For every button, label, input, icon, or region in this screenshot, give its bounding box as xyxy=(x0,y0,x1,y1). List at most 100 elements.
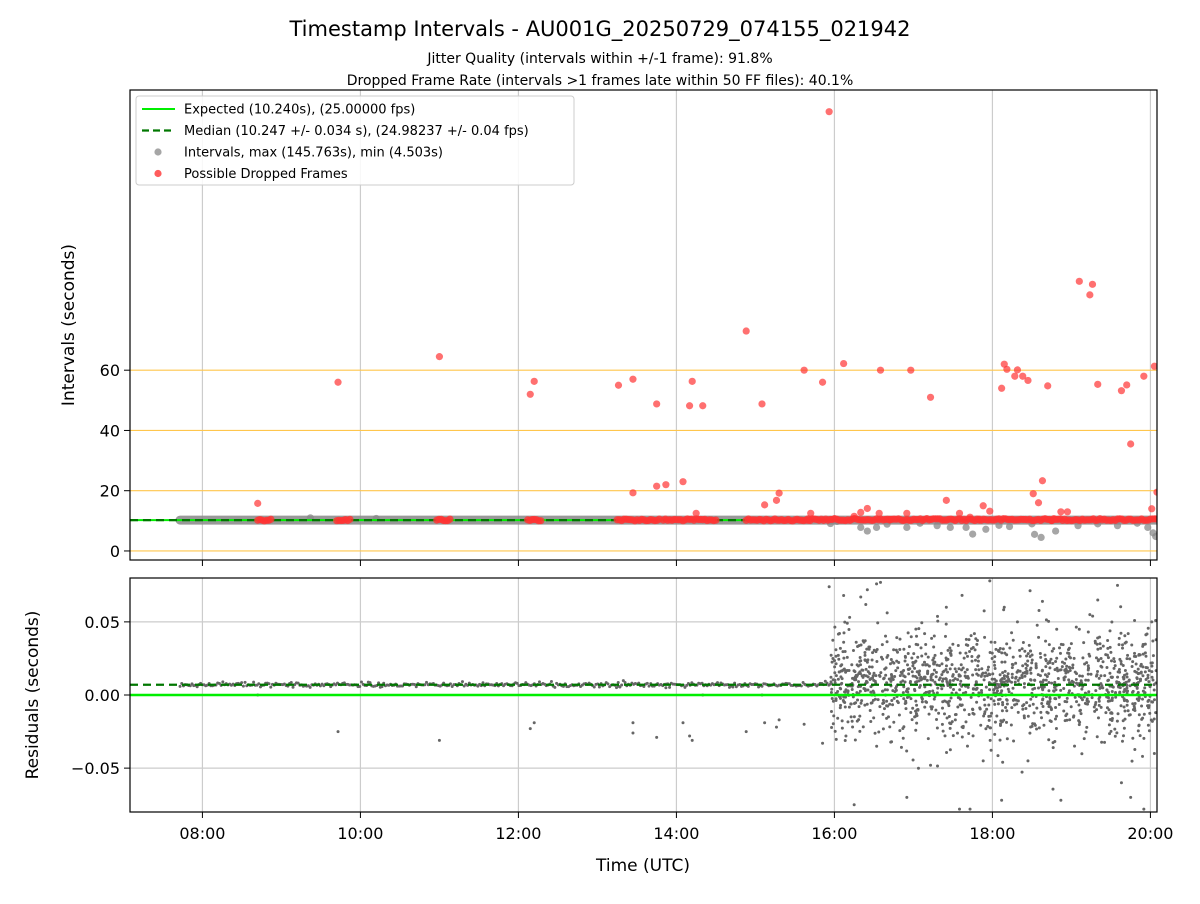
residual-point xyxy=(998,647,1002,651)
residual-point xyxy=(843,690,847,694)
residual-point xyxy=(1087,690,1091,694)
residual-point xyxy=(993,666,997,670)
residual-point xyxy=(668,685,672,689)
residual-point xyxy=(359,680,363,684)
residual-point xyxy=(1047,702,1051,706)
residual-point xyxy=(1026,714,1030,718)
residual-outlier xyxy=(905,795,909,799)
residual-point xyxy=(970,659,974,663)
residual-point xyxy=(902,697,906,701)
residual-point xyxy=(867,647,871,651)
residual-point xyxy=(947,699,951,703)
x-tick-label: 08:00 xyxy=(179,824,225,843)
residual-point xyxy=(1097,676,1101,680)
residual-point xyxy=(1127,678,1131,682)
residual-point xyxy=(870,658,874,662)
legend-interval-swatch xyxy=(154,148,162,156)
residual-point xyxy=(1030,724,1034,728)
residual-point xyxy=(647,684,651,688)
residual-point xyxy=(296,681,300,685)
residual-point xyxy=(983,710,987,714)
residual-point xyxy=(892,661,896,665)
residual-point xyxy=(1051,787,1055,791)
residual-point xyxy=(1131,708,1135,712)
residual-point xyxy=(1097,697,1101,701)
residual-point xyxy=(924,652,928,656)
residual-point xyxy=(1108,671,1112,675)
residual-point xyxy=(1110,697,1114,701)
residual-point xyxy=(1033,723,1037,727)
residual-point xyxy=(953,718,957,722)
residual-point xyxy=(823,679,827,683)
residual-point xyxy=(1135,685,1139,689)
residual-point xyxy=(959,703,963,707)
residual-point xyxy=(1143,691,1147,695)
residual-point xyxy=(852,715,856,719)
dropped-point xyxy=(662,481,670,489)
residual-point xyxy=(1095,735,1099,739)
residual-point xyxy=(1126,709,1130,713)
residual-point xyxy=(683,685,687,689)
residual-point xyxy=(1014,676,1018,680)
residual-point xyxy=(1117,636,1121,640)
residual-point xyxy=(1028,704,1032,708)
dropped-point xyxy=(254,499,262,507)
residual-point xyxy=(1147,680,1151,684)
dropped-point xyxy=(1150,362,1157,370)
legend: Expected (10.240s), (25.00000 fps) Median… xyxy=(135,95,575,186)
residual-point xyxy=(1055,656,1059,660)
residual-point xyxy=(1037,635,1041,639)
residual-point xyxy=(948,667,952,671)
residual-point xyxy=(1080,752,1084,756)
residual-point xyxy=(1002,718,1006,722)
residual-point xyxy=(889,679,893,683)
residual-point xyxy=(984,685,988,689)
residual-point xyxy=(1082,641,1086,645)
x-tick-label: 16:00 xyxy=(811,824,857,843)
residual-point xyxy=(1086,702,1090,706)
residual-point xyxy=(1094,656,1098,660)
residual-point xyxy=(1001,647,1005,651)
residual-point xyxy=(1055,627,1059,631)
residual-point xyxy=(1010,666,1014,670)
residual-point xyxy=(1029,697,1033,701)
residual-point xyxy=(829,675,833,679)
residual-point xyxy=(850,663,854,667)
residual-point xyxy=(880,643,884,647)
residual-point xyxy=(1138,653,1142,657)
residual-point xyxy=(1018,676,1022,680)
dropped-point xyxy=(775,489,783,497)
residual-point xyxy=(840,681,844,685)
residual-point xyxy=(861,668,865,672)
residual-point xyxy=(979,674,983,678)
residual-point xyxy=(1099,657,1103,661)
residual-point xyxy=(1059,688,1063,692)
residual-point xyxy=(830,696,834,700)
residual-point xyxy=(1065,664,1069,668)
residual-point xyxy=(969,695,973,699)
dropped-point xyxy=(530,377,538,385)
residual-point xyxy=(1045,675,1049,679)
dropped-point xyxy=(1140,372,1148,380)
residual-point xyxy=(932,634,936,638)
residual-point xyxy=(1093,709,1097,713)
residual-point xyxy=(837,670,841,674)
residual-point xyxy=(959,679,963,683)
residual-point xyxy=(986,665,990,669)
residual-point xyxy=(1099,664,1103,668)
dropped-point xyxy=(653,482,661,490)
residual-point xyxy=(903,702,907,706)
interval-point xyxy=(946,523,954,532)
residual-point xyxy=(1034,664,1038,668)
residual-point xyxy=(983,674,987,678)
residual-point xyxy=(927,712,931,716)
residual-point xyxy=(1047,619,1051,623)
residual-point xyxy=(1097,658,1101,662)
residual-point xyxy=(829,691,833,695)
residual-point xyxy=(868,665,872,669)
residual-point xyxy=(948,646,952,650)
residual-point xyxy=(1089,672,1093,676)
residual-point xyxy=(940,706,944,710)
residual-outlier xyxy=(763,721,767,725)
residual-point xyxy=(916,655,920,659)
